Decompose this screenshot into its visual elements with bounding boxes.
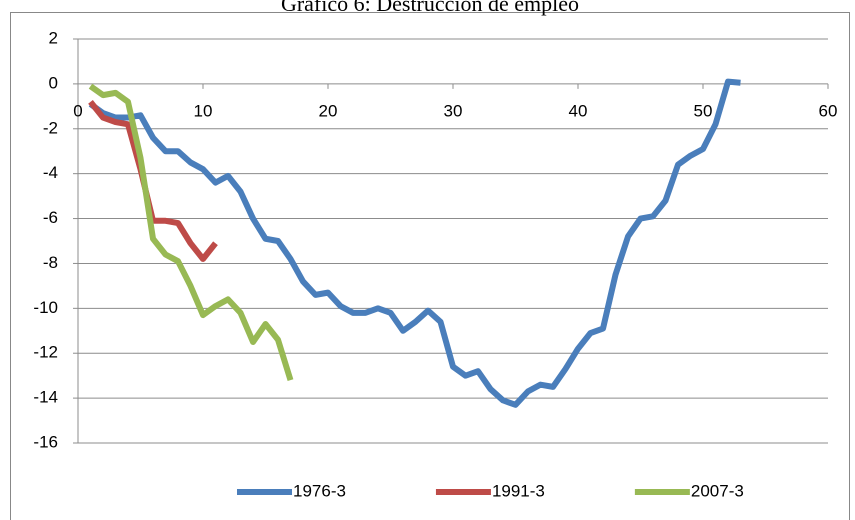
legend-label: 1991-3: [492, 481, 545, 500]
line-series: [88, 83, 294, 382]
x-tick-label: 60: [819, 101, 838, 120]
x-tick-label: 0: [73, 101, 82, 120]
x-tick-label: 30: [444, 101, 463, 120]
chart-title: Gráfico 6: Destrucción de empleo: [281, 0, 579, 16]
y-tick-label: 0: [49, 73, 58, 92]
y-tick-label: -4: [43, 163, 58, 182]
y-tick-label: -16: [33, 432, 58, 451]
chart-border: [10, 12, 850, 520]
legend-label: 2007-3: [691, 481, 744, 500]
line-series: [88, 78, 741, 408]
y-tick-label: -2: [43, 118, 58, 137]
x-tick-label: 40: [569, 101, 588, 120]
y-tick-label: -12: [33, 343, 58, 362]
y-tick-label: -10: [33, 298, 58, 317]
legend-label: 1976-3: [293, 481, 346, 500]
y-tick-label: -8: [43, 253, 58, 272]
x-tick-label: 20: [319, 101, 338, 120]
y-tick-label: -6: [43, 208, 58, 227]
x-tick-label: 10: [194, 101, 213, 120]
y-tick-label: 2: [49, 28, 58, 47]
x-tick-label: 50: [694, 101, 713, 120]
y-tick-label: -14: [33, 388, 58, 407]
